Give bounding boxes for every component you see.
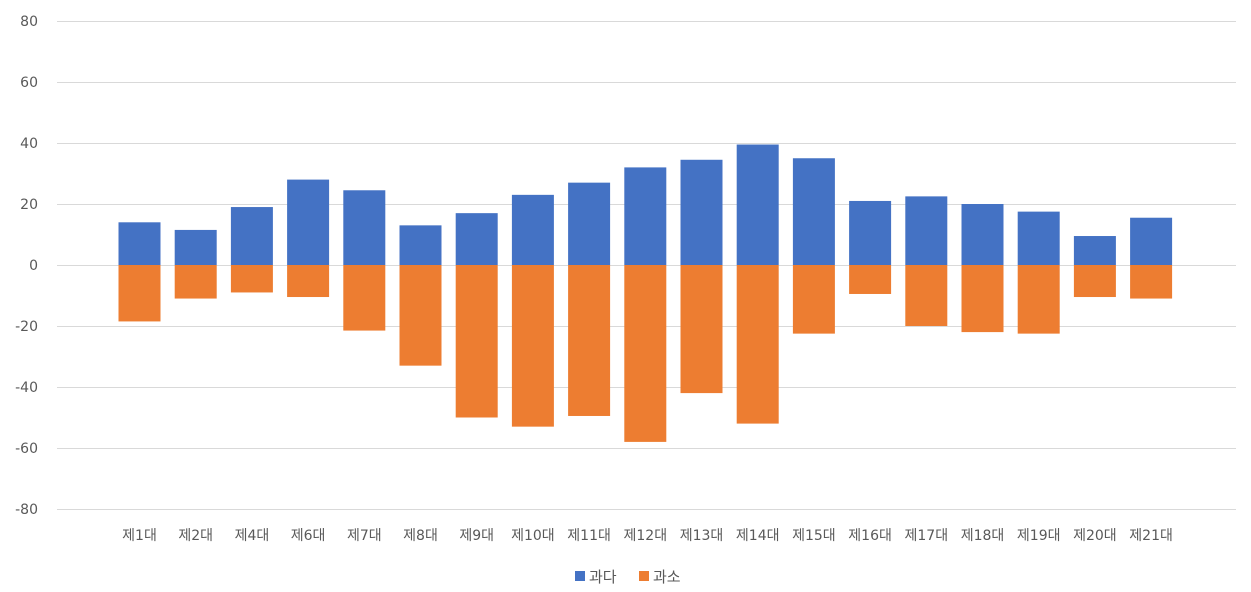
bar-deficit-17 [1073,265,1116,298]
y-tick-label: -80 [15,502,38,518]
legend-swatch-deficit [639,571,649,581]
bar-excess-4 [343,190,386,265]
x-category-label: 제10대 [511,528,555,544]
legend-swatch-excess [575,571,585,581]
bar-excess-6 [455,213,498,265]
bar-deficit-14 [905,265,948,326]
bar-deficit-0 [118,265,161,322]
bar-excess-13 [849,200,892,265]
bar-excess-16 [1017,211,1060,265]
bar-deficit-10 [680,265,723,394]
bar-deficit-2 [230,265,273,293]
bar-excess-5 [399,225,442,265]
bar-excess-9 [624,167,667,265]
x-category-label: 제1대 [122,528,157,544]
bar-deficit-16 [1017,265,1060,334]
bar-deficit-3 [287,265,330,298]
x-category-label: 제13대 [680,528,724,544]
bar-excess-11 [736,144,779,265]
bar-deficit-12 [792,265,835,334]
y-axis-ticks: 80 60 40 20 0 -20 -40 -60 -80 [15,14,38,518]
x-category-label: 제19대 [1017,528,1061,544]
x-category-label: 제18대 [961,528,1005,544]
y-tick-label: 40 [20,136,38,152]
bar-deficit-9 [624,265,667,442]
bar-excess-0 [118,222,161,265]
bar-deficit-13 [849,265,892,294]
x-category-label: 제14대 [736,528,780,544]
bar-excess-15 [961,204,1004,265]
bar-excess-12 [792,158,835,265]
bar-deficit-11 [736,265,779,424]
bar-deficit-4 [343,265,386,331]
bar-excess-2 [230,207,273,265]
y-tick-label: 60 [20,75,38,91]
x-category-label: 제4대 [235,528,270,544]
x-category-label: 제9대 [459,528,494,544]
bar-excess-18 [1130,217,1173,265]
bar-excess-8 [568,182,611,265]
bar-excess-14 [905,196,948,265]
bar-deficit-5 [399,265,442,366]
y-tick-label: 0 [29,258,38,274]
x-category-label: 제15대 [792,528,836,544]
y-tick-label: -40 [15,380,38,396]
x-category-label: 제20대 [1073,528,1117,544]
x-category-label: 제12대 [624,528,668,544]
y-tick-label: 80 [20,14,38,30]
x-category-label: 제21대 [1129,528,1173,544]
legend: 과다 과소 [575,568,681,586]
x-category-label: 제11대 [567,528,611,544]
x-category-label: 제6대 [291,528,326,544]
bars [118,144,1173,442]
bar-deficit-15 [961,265,1004,333]
x-category-label: 제8대 [403,528,438,544]
y-tick-label: 20 [20,197,38,213]
y-tick-label: -20 [15,319,38,335]
bar-excess-10 [680,159,723,265]
x-category-label: 제17대 [905,528,949,544]
x-category-label: 제2대 [178,528,213,544]
bar-excess-1 [174,229,217,265]
x-category-label: 제7대 [347,528,382,544]
bar-excess-17 [1073,236,1116,265]
legend-label-excess: 과다 [589,568,617,586]
bar-deficit-18 [1130,265,1173,299]
x-axis-categories: 제1대 제2대 제4대 제6대 제7대 제8대 제9대 제10대 제11대 제12대 제13대 제14… [122,528,1173,544]
y-tick-label: -60 [15,441,38,457]
legend-label-deficit: 과소 [653,568,681,586]
bar-deficit-1 [174,265,217,299]
bar-excess-7 [511,194,554,265]
bar-deficit-6 [455,265,498,418]
bar-excess-3 [287,179,330,265]
bar-deficit-8 [568,265,611,416]
x-category-label: 제16대 [848,528,892,544]
bar-deficit-7 [511,265,554,427]
